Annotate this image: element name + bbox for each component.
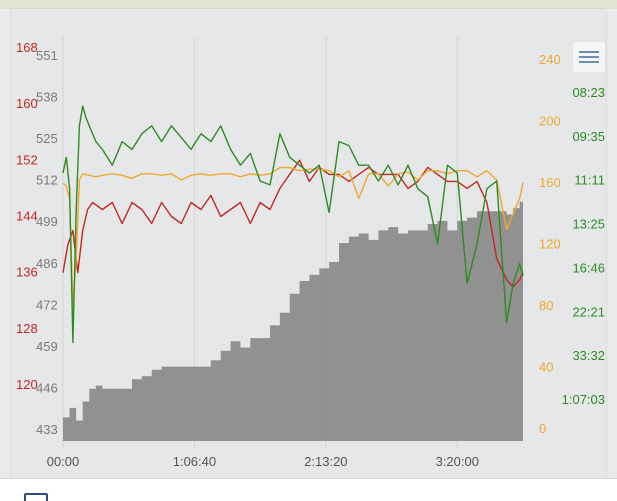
elevation-axis-label: 472 — [36, 297, 58, 312]
cadence-axis-label: 200 — [539, 114, 561, 129]
cadence-axis-label: 40 — [539, 360, 553, 375]
pace-axis-label: 22:21 — [572, 304, 605, 319]
elevation-axis-label: 538 — [36, 90, 58, 105]
hr-axis-label: 144 — [16, 209, 38, 224]
hr-axis-label: 152 — [16, 152, 38, 167]
cadence-axis-label: 80 — [539, 298, 553, 313]
hr-axis-label: 120 — [16, 377, 38, 392]
x-tick-label: 2:13:20 — [304, 454, 347, 469]
pace-axis-label: 11:11 — [574, 173, 605, 188]
hr-axis-label: 128 — [16, 321, 38, 336]
pace-axis-label: 08:23 — [572, 85, 605, 100]
heart_rate-line — [62, 159, 524, 288]
elevation-axis-label: 433 — [36, 422, 58, 437]
x-tick-label: 3:20:00 — [436, 454, 479, 469]
pace-axis-label: 09:35 — [572, 129, 605, 144]
pace-axis-label: 1:07:03 — [562, 392, 605, 407]
elevation-axis-label: 551 — [36, 48, 58, 63]
hr-axis-label: 168 — [16, 40, 38, 55]
chart-card: 00:00 1:06:40 2:13:20 3:20:00 168 160 152 144 13… — [11, 9, 606, 478]
ticks-layer: 00:00 1:06:40 2:13:20 3:20:00 168 160 152 144 13… — [16, 40, 605, 469]
lines-layer — [62, 105, 524, 344]
elevation-layer — [63, 201, 523, 441]
cadence-axis-label: 0 — [539, 421, 546, 436]
elevation-axis-label: 459 — [36, 339, 58, 354]
hr-axis-label: 160 — [16, 96, 38, 111]
x-tick-label: 1:06:40 — [173, 454, 216, 469]
cadence-axis-label: 120 — [539, 237, 561, 252]
x-tick-label: 00:00 — [47, 454, 80, 469]
pace-axis-label: 16:46 — [572, 260, 605, 275]
elevation-area — [63, 201, 523, 441]
elevation-axis-label: 486 — [36, 256, 58, 271]
elevation-axis-label: 499 — [36, 214, 58, 229]
elevation-axis-label: 525 — [36, 131, 58, 146]
elevation-axis-label: 446 — [36, 380, 58, 395]
hr-axis-label: 136 — [16, 265, 38, 280]
pace-axis-label: 33:32 — [572, 348, 605, 363]
cadence-axis-label: 240 — [539, 52, 561, 67]
clipboard-icon — [24, 493, 48, 501]
pace-line — [62, 105, 524, 344]
elevation-axis-label: 512 — [36, 173, 58, 188]
footer-bar — [0, 478, 617, 501]
map-strip — [0, 0, 617, 9]
pace-axis-label: 13:25 — [572, 217, 605, 232]
activity-chart[interactable]: 00:00 1:06:40 2:13:20 3:20:00 168 160 152 144 13… — [11, 9, 606, 478]
menu-button[interactable] — [573, 42, 605, 72]
cadence-axis-label: 160 — [539, 175, 561, 190]
cadence-line — [62, 166, 524, 307]
